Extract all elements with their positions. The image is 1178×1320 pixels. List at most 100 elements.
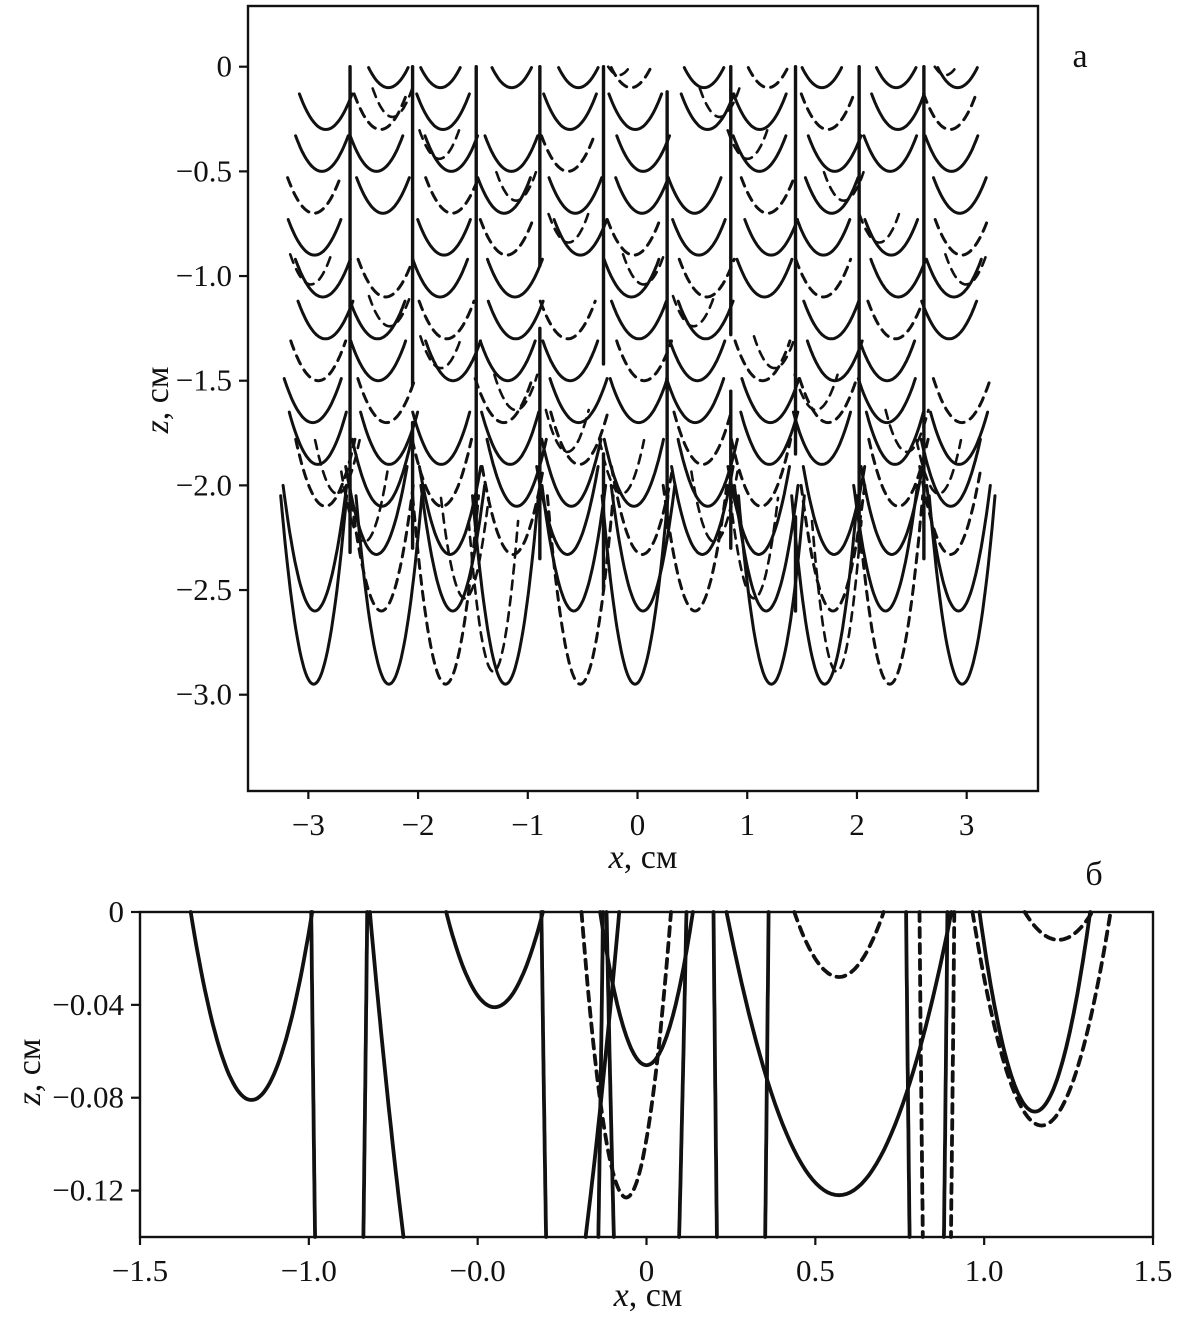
caustic-arc — [289, 339, 348, 383]
caustic-arc — [467, 519, 520, 674]
plot-a-yaxis-label: z, см — [139, 367, 177, 434]
z-tick-label: −3.0 — [176, 677, 232, 712]
plot-b-yaxis-var: z — [11, 1092, 48, 1106]
x-tick-label: 0 — [639, 1253, 655, 1288]
caustic-arc — [439, 496, 490, 600]
caustic-arc — [682, 66, 726, 90]
caustic-curve — [977, 910, 1093, 1114]
caustic-arc — [933, 65, 958, 77]
x-tick-label: 1.5 — [1134, 1253, 1173, 1288]
caustic-arc — [793, 373, 839, 412]
caustic-arc — [348, 134, 405, 173]
panel-a-label: а — [1072, 38, 1088, 75]
z-tick-label: 0 — [217, 49, 233, 84]
caustic-arc — [822, 170, 865, 203]
caustic-arc — [367, 66, 410, 90]
caustic-arc — [668, 339, 727, 383]
caustic-arc — [676, 437, 739, 508]
caustic-arc — [542, 92, 598, 132]
caustic-arc — [671, 294, 716, 328]
caustic-arc — [752, 335, 797, 370]
caustic-arc — [605, 218, 662, 257]
x-tick-label: 1 — [739, 807, 755, 842]
caustic-arc — [371, 87, 414, 119]
caustic-arc — [609, 483, 677, 613]
caustic-arc — [286, 218, 343, 257]
caustic-arc — [281, 483, 349, 613]
caustic-curve-branch — [917, 910, 925, 1239]
caustic-curve — [724, 910, 954, 1198]
caustic-arc — [677, 257, 736, 299]
caustic-arc — [349, 339, 408, 383]
caustic-arc — [411, 494, 480, 686]
caustic-arc — [538, 299, 597, 341]
caustic-arc — [925, 483, 992, 613]
x-tick-label: 2 — [849, 807, 865, 842]
caustic-arc — [931, 377, 992, 425]
caustic-arc — [423, 134, 480, 173]
plot-b-xaxis-unit: , см — [628, 1277, 683, 1314]
caustic-curve-branch — [596, 910, 605, 1239]
caustic-curve-branch — [361, 910, 370, 1239]
caustic-curve-branch — [949, 910, 957, 1239]
caustic-arc — [367, 294, 412, 328]
caustic-arc — [411, 410, 472, 466]
caustic-arc — [544, 408, 590, 454]
caustic-arc — [739, 176, 796, 215]
caustic-arc — [297, 92, 354, 132]
caustic-arc — [493, 373, 539, 412]
caustic-arc — [415, 92, 471, 132]
caustic-arc — [545, 494, 615, 686]
caustic-arc — [473, 377, 534, 425]
caustic-arc — [287, 410, 348, 466]
caustic-arc — [294, 437, 357, 508]
caustic-arc — [798, 377, 859, 425]
caustic-arc — [610, 465, 675, 557]
caustic-arc — [296, 299, 355, 341]
caustic-curve-branch — [677, 910, 689, 1239]
caustic-arc — [615, 339, 673, 383]
caustic-arc — [672, 410, 733, 466]
caustic-arc — [743, 218, 799, 257]
caustic-arc — [925, 257, 983, 299]
caustic-arc — [923, 134, 980, 173]
caustic-arc — [875, 66, 918, 90]
caustic-arc — [800, 66, 844, 90]
caustic-arc — [359, 410, 420, 466]
caustic-arc — [666, 176, 723, 215]
caustic-arc — [552, 218, 609, 257]
z-tick-label: −0.12 — [52, 1173, 124, 1208]
caustic-arc — [866, 299, 925, 341]
caustic-curve-branch — [309, 910, 317, 1239]
caustic-arc — [541, 339, 600, 383]
x-tick-label: 0 — [630, 807, 646, 842]
caustic-curve-branch — [604, 910, 616, 1239]
plot-frame — [246, 4, 1040, 793]
caustic-arc — [884, 408, 930, 454]
caustic-arc — [602, 257, 661, 299]
caustic-arc — [602, 437, 665, 508]
z-tick-label: 0 — [109, 894, 125, 929]
caustic-arc — [547, 212, 590, 244]
plot-a-yaxis-unit: , см — [139, 366, 176, 421]
caustic-arc — [944, 253, 988, 286]
caustic-arc — [802, 299, 861, 341]
caustic-arc — [418, 129, 461, 161]
caustic-arc — [356, 377, 417, 425]
caustic-arc — [549, 410, 610, 466]
caustic-arc — [293, 257, 352, 299]
caustic-arc — [471, 494, 540, 686]
z-tick-label: −0.04 — [52, 987, 124, 1022]
x-tick-label: 0.5 — [796, 1253, 835, 1288]
caustic-arc — [480, 465, 546, 557]
caustic-arc — [540, 437, 603, 508]
caustic-arc — [740, 377, 801, 425]
caustic-curve-branch — [583, 910, 622, 1239]
caustic-arc — [929, 410, 990, 466]
caustic-arc — [411, 257, 470, 299]
caustic-arc — [480, 410, 541, 466]
caustic-arc — [540, 483, 608, 613]
caustic-arc — [416, 218, 472, 257]
caustic-arc — [424, 339, 482, 383]
caustic-arc — [858, 339, 917, 383]
